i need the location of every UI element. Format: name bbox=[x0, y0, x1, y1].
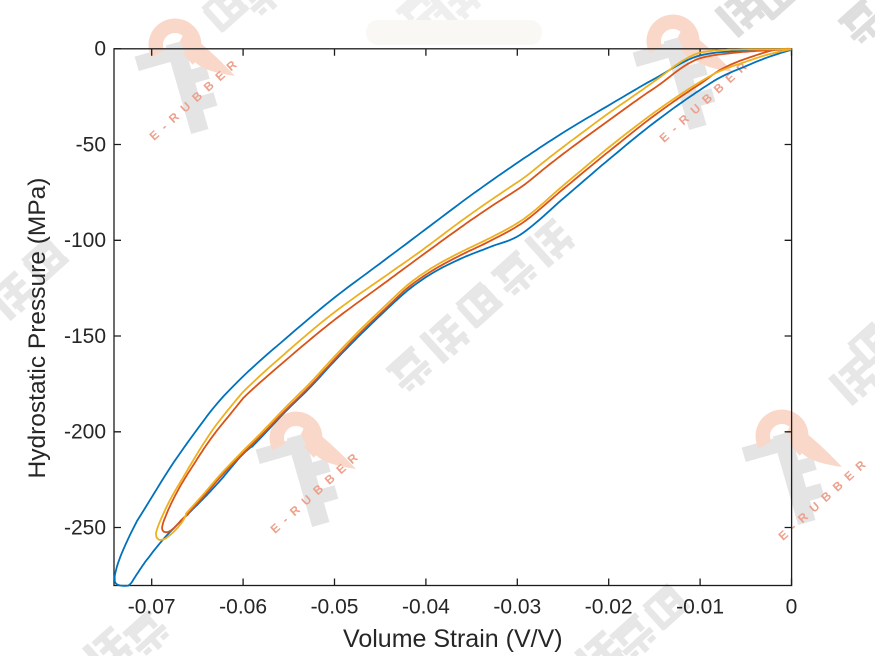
svg-text:-0.02: -0.02 bbox=[585, 596, 633, 619]
svg-text:-200: -200 bbox=[64, 421, 106, 444]
svg-text:-0.01: -0.01 bbox=[676, 596, 724, 619]
svg-text:-0.04: -0.04 bbox=[402, 596, 450, 619]
svg-text:-100: -100 bbox=[64, 229, 106, 252]
svg-text:-0.07: -0.07 bbox=[128, 596, 176, 619]
svg-text:-250: -250 bbox=[64, 516, 106, 539]
svg-text:-150: -150 bbox=[64, 325, 106, 348]
svg-text:0: 0 bbox=[94, 38, 106, 61]
svg-text:-0.06: -0.06 bbox=[219, 596, 267, 619]
svg-text:-50: -50 bbox=[76, 133, 106, 156]
svg-text:-0.03: -0.03 bbox=[493, 596, 541, 619]
svg-text:Volume Strain (V/V): Volume Strain (V/V) bbox=[343, 625, 563, 653]
svg-text:-0.05: -0.05 bbox=[311, 596, 359, 619]
svg-text:Hydrostatic Pressure (MPa): Hydrostatic Pressure (MPa) bbox=[24, 178, 51, 479]
svg-text:0: 0 bbox=[786, 596, 798, 619]
